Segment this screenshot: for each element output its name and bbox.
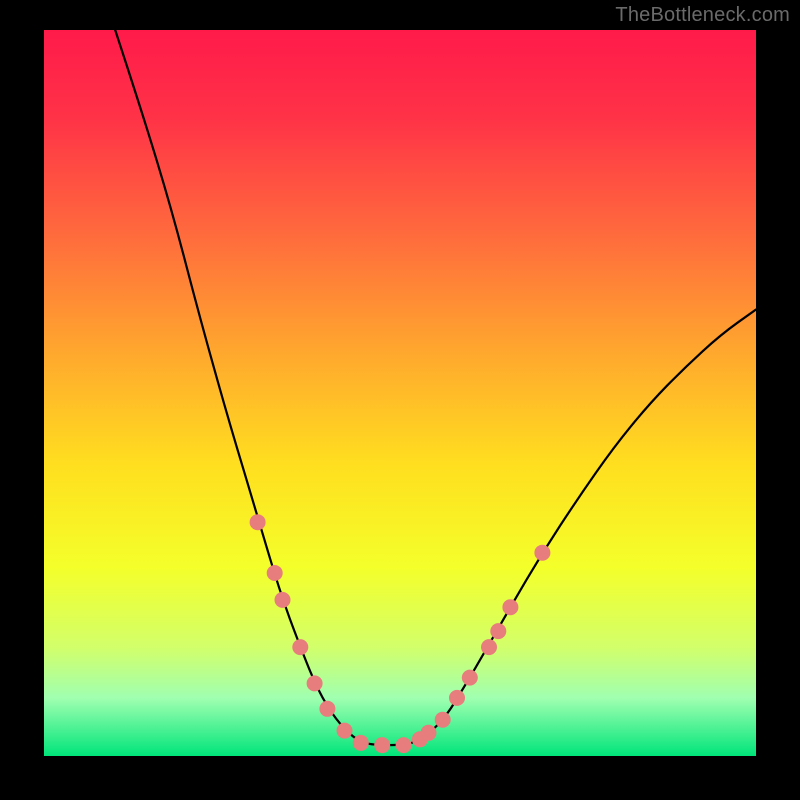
data-marker (481, 639, 497, 655)
watermark-text: TheBottleneck.com (615, 4, 790, 27)
data-marker (337, 723, 353, 739)
data-marker (435, 712, 451, 728)
curve-layer (44, 30, 756, 756)
data-marker (462, 670, 478, 686)
plot-area (44, 30, 756, 756)
data-marker (449, 690, 465, 706)
data-marker (490, 623, 506, 639)
data-marker (421, 725, 437, 741)
data-marker (307, 675, 323, 691)
data-marker (292, 639, 308, 655)
bottleneck-curve (115, 30, 756, 745)
data-marker (353, 735, 369, 751)
data-marker (502, 599, 518, 615)
data-marker (374, 737, 390, 753)
data-marker (267, 565, 283, 581)
data-marker (534, 545, 550, 561)
data-marker (396, 737, 412, 753)
canvas: TheBottleneck.com (0, 0, 800, 800)
data-marker (250, 514, 266, 530)
data-marker (275, 592, 291, 608)
data-marker (319, 701, 335, 717)
